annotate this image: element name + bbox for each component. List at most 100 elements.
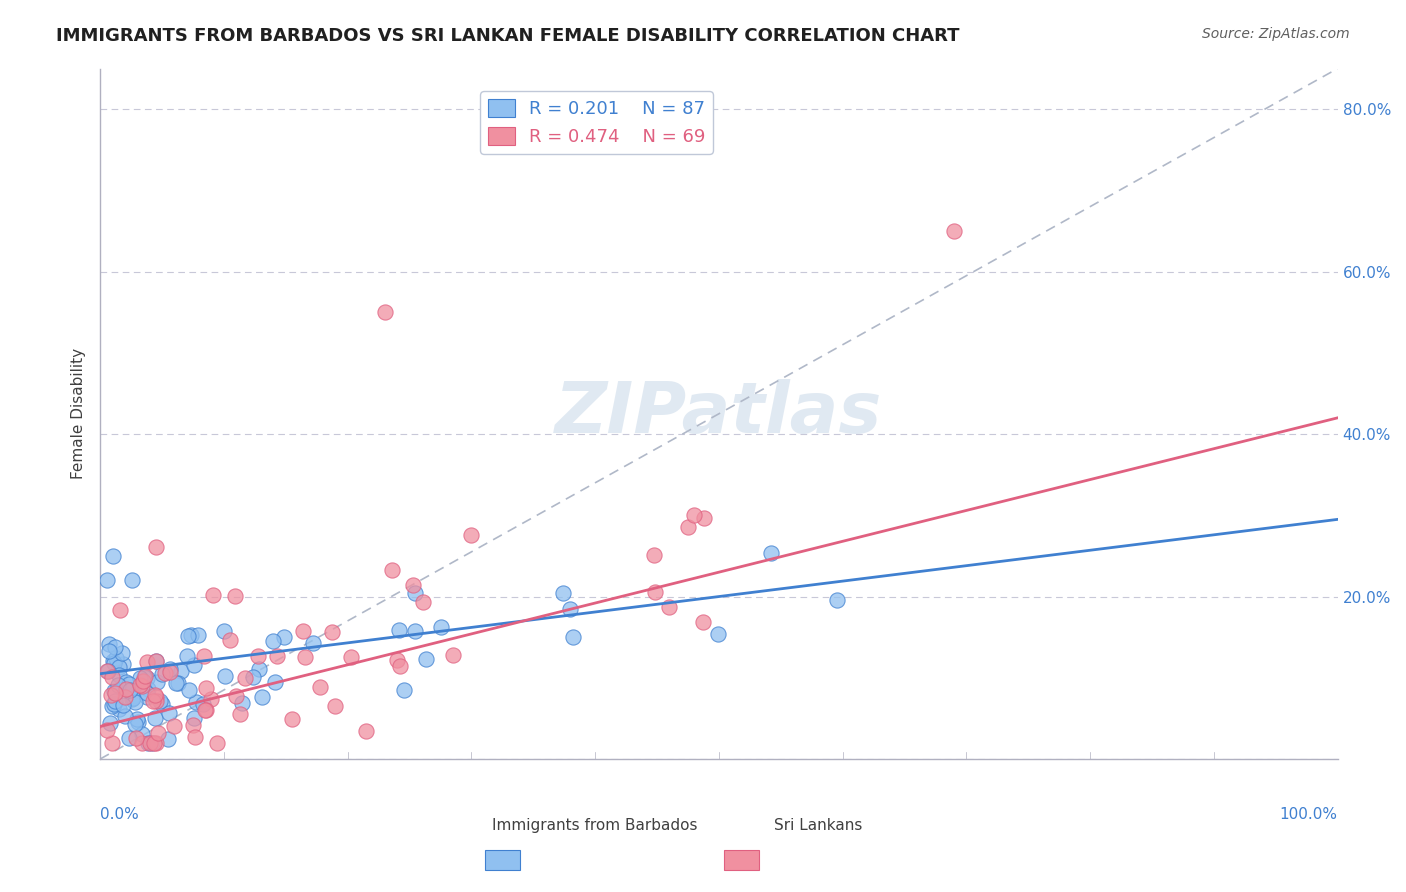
Text: Source: ZipAtlas.com: Source: ZipAtlas.com bbox=[1202, 27, 1350, 41]
Point bbox=[194, 703, 217, 717]
Point bbox=[124, 695, 146, 709]
Point bbox=[159, 665, 181, 680]
Point bbox=[103, 697, 125, 711]
Point bbox=[643, 548, 665, 562]
Point bbox=[825, 593, 848, 607]
Point bbox=[97, 664, 120, 678]
Point bbox=[145, 654, 167, 668]
Point bbox=[159, 662, 181, 676]
Point bbox=[127, 715, 149, 730]
Point bbox=[165, 676, 187, 690]
Point bbox=[145, 690, 167, 705]
Point bbox=[139, 736, 162, 750]
Point bbox=[273, 631, 295, 645]
Point bbox=[150, 667, 173, 681]
Point bbox=[340, 650, 363, 665]
Point bbox=[186, 695, 208, 709]
Point bbox=[294, 650, 316, 665]
Point bbox=[657, 599, 679, 614]
Point bbox=[114, 709, 136, 723]
Point bbox=[170, 664, 193, 678]
Point bbox=[180, 628, 202, 642]
Point bbox=[157, 706, 180, 720]
Point bbox=[229, 706, 252, 721]
Point bbox=[132, 673, 155, 688]
Point bbox=[131, 680, 153, 694]
Point bbox=[460, 528, 482, 542]
Point bbox=[145, 736, 167, 750]
Point bbox=[121, 573, 143, 587]
Point bbox=[108, 660, 131, 674]
Point bbox=[115, 674, 138, 689]
Point bbox=[262, 633, 284, 648]
Point bbox=[301, 636, 323, 650]
Point bbox=[224, 589, 246, 603]
Point bbox=[162, 718, 184, 732]
Point bbox=[202, 588, 225, 602]
Point bbox=[143, 736, 166, 750]
Point bbox=[146, 726, 169, 740]
Point bbox=[96, 664, 118, 678]
Point bbox=[136, 690, 159, 704]
Point bbox=[644, 585, 666, 599]
Point bbox=[145, 694, 167, 708]
Point bbox=[153, 666, 176, 681]
Point bbox=[121, 689, 143, 703]
Point bbox=[562, 630, 585, 644]
Point bbox=[143, 711, 166, 725]
Point bbox=[135, 655, 157, 669]
Point bbox=[98, 716, 121, 731]
Text: 0.0%: 0.0% bbox=[100, 807, 139, 822]
Point bbox=[125, 712, 148, 726]
Point bbox=[183, 658, 205, 673]
Point bbox=[415, 652, 437, 666]
Point bbox=[181, 718, 204, 732]
Point bbox=[266, 648, 288, 663]
Text: 100.0%: 100.0% bbox=[1279, 807, 1337, 822]
Point bbox=[143, 688, 166, 702]
Point bbox=[131, 736, 153, 750]
Point bbox=[103, 656, 125, 670]
Point bbox=[121, 692, 143, 706]
Point bbox=[759, 546, 782, 560]
Point bbox=[112, 698, 135, 712]
Point bbox=[107, 677, 129, 691]
Point bbox=[100, 688, 122, 702]
Point bbox=[111, 657, 134, 671]
Point bbox=[103, 684, 125, 698]
Point bbox=[693, 510, 716, 524]
Point bbox=[146, 675, 169, 690]
Point bbox=[943, 224, 966, 238]
Point bbox=[183, 711, 205, 725]
Point bbox=[121, 690, 143, 705]
Point bbox=[145, 540, 167, 554]
Point bbox=[233, 672, 256, 686]
Point bbox=[187, 628, 209, 642]
Point bbox=[242, 670, 264, 684]
Point bbox=[177, 629, 200, 643]
Point bbox=[412, 595, 434, 609]
Point bbox=[114, 681, 136, 696]
Point bbox=[214, 668, 236, 682]
Point bbox=[281, 712, 304, 726]
Point bbox=[291, 624, 314, 638]
Point bbox=[131, 727, 153, 741]
Point bbox=[404, 586, 426, 600]
Point bbox=[553, 586, 575, 600]
Point bbox=[97, 637, 120, 651]
Point bbox=[404, 624, 426, 639]
Point bbox=[156, 731, 179, 746]
Point bbox=[136, 671, 159, 685]
Point bbox=[321, 624, 343, 639]
Point bbox=[430, 620, 453, 634]
Point bbox=[179, 682, 201, 697]
Point bbox=[141, 736, 163, 750]
Point bbox=[441, 648, 464, 662]
Point bbox=[111, 646, 134, 660]
Point bbox=[129, 671, 152, 685]
Text: Sri Lankans: Sri Lankans bbox=[773, 818, 862, 833]
Point bbox=[167, 675, 190, 690]
Legend: R = 0.201    N = 87, R = 0.474    N = 69: R = 0.201 N = 87, R = 0.474 N = 69 bbox=[481, 91, 713, 153]
Point bbox=[374, 305, 396, 319]
Point bbox=[264, 675, 287, 690]
